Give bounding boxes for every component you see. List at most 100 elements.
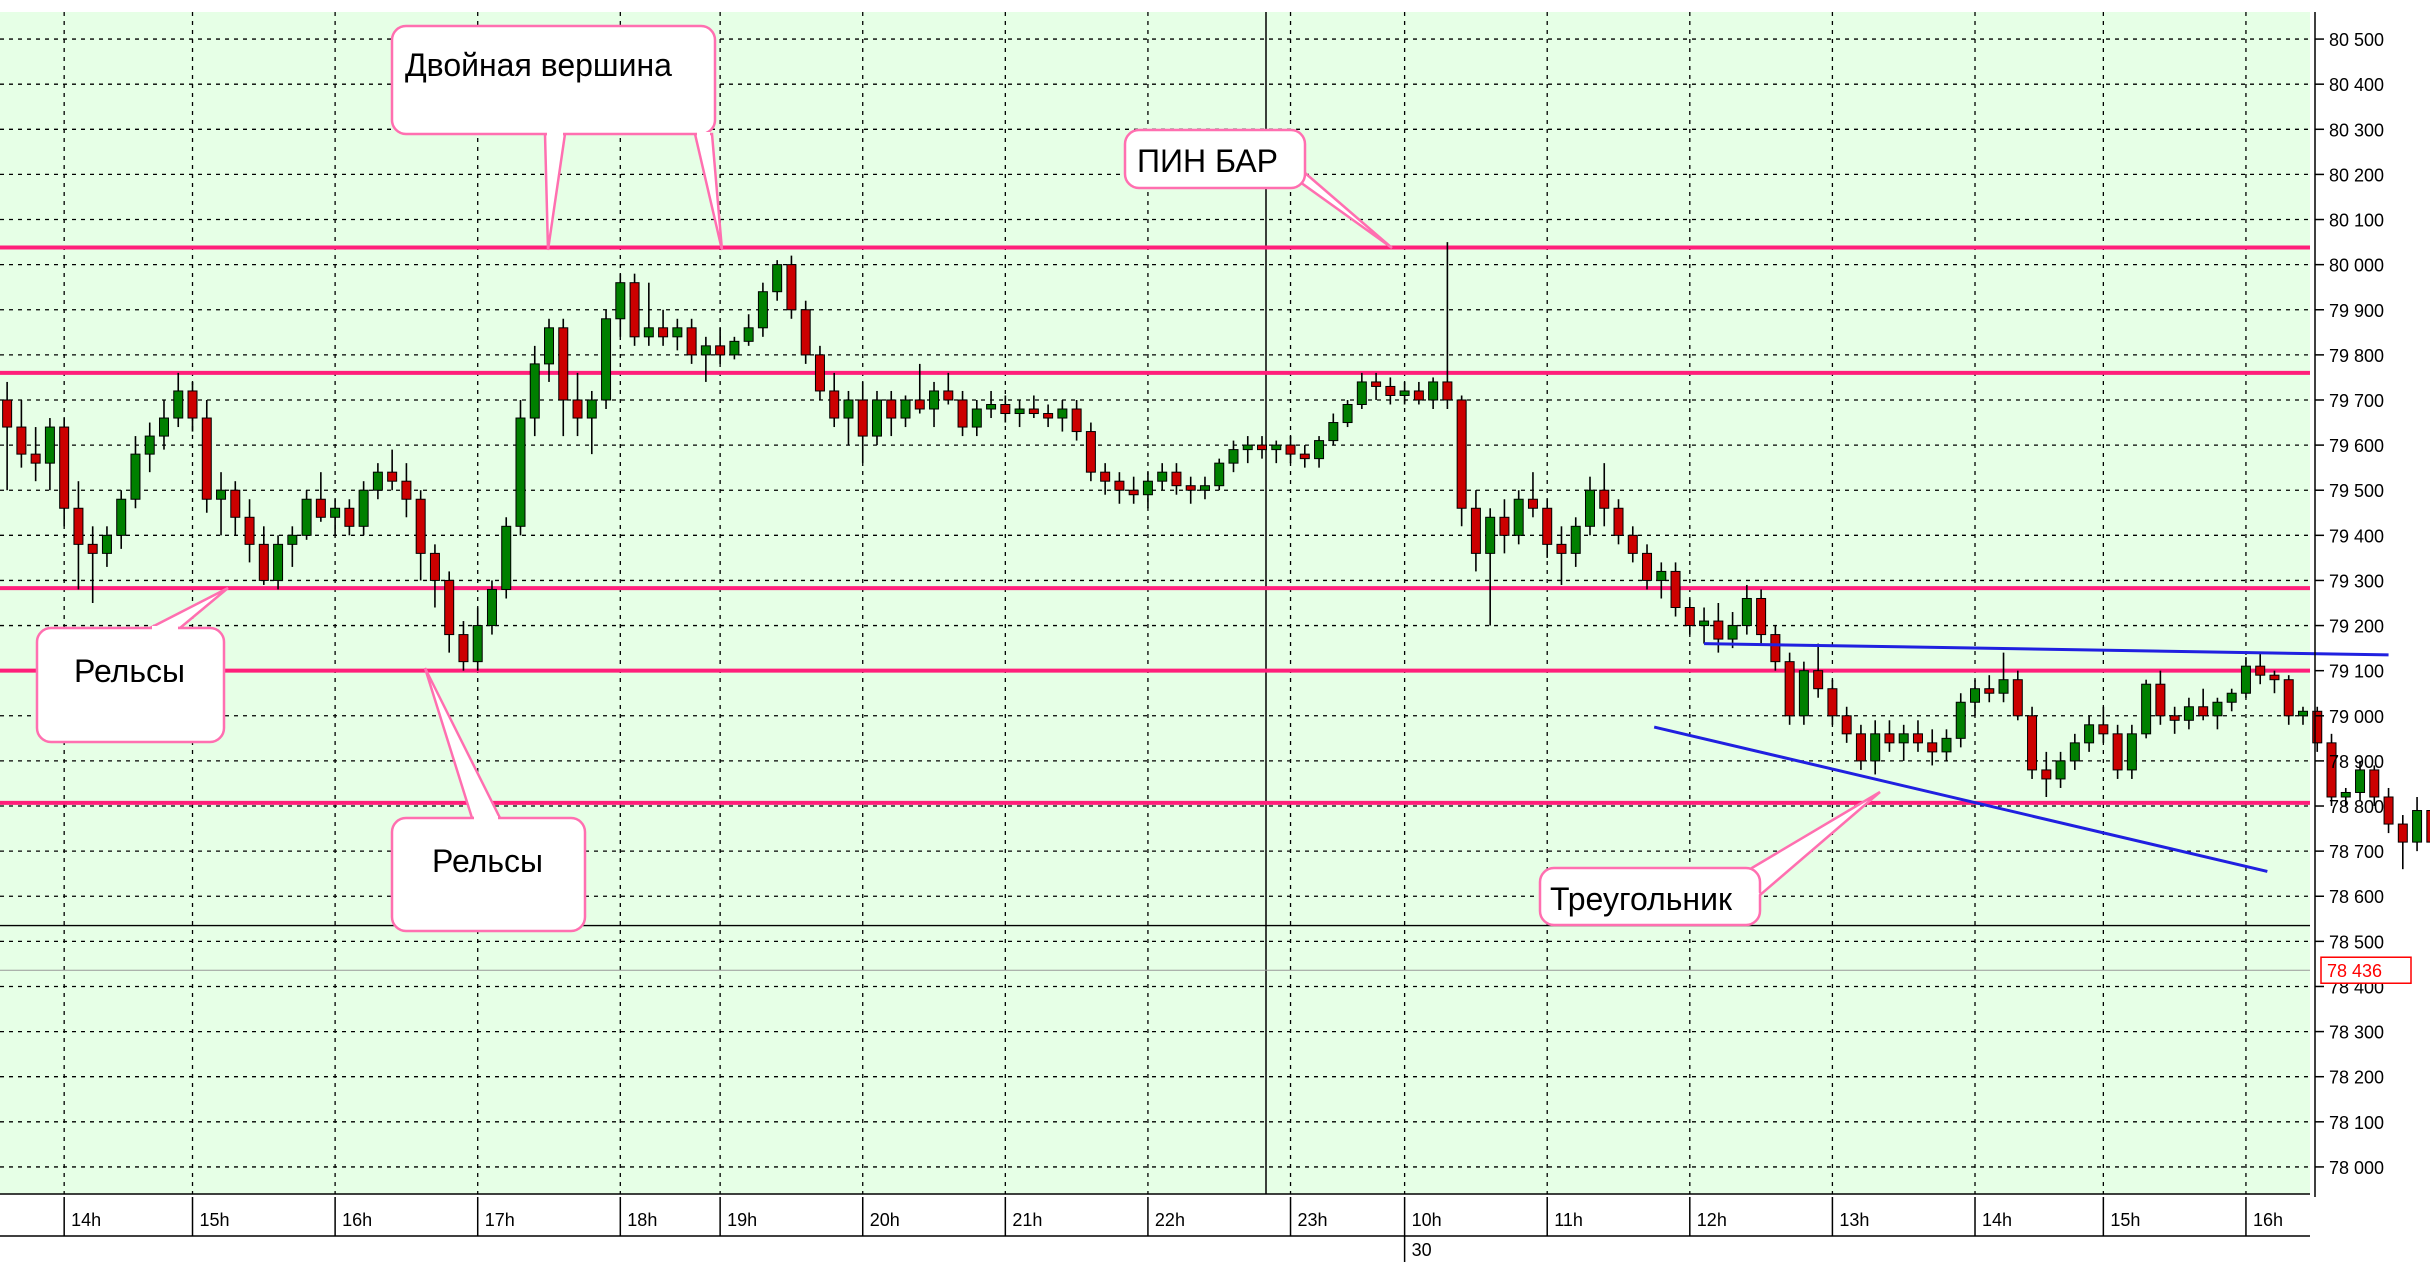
callout: Рельсы	[390, 667, 587, 933]
candle	[358, 481, 369, 536]
candle	[2126, 724, 2137, 779]
candle-body-bear	[1000, 403, 1011, 415]
candle-body-bull	[743, 327, 754, 342]
candle	[2412, 796, 2423, 852]
candle-body-bull	[2126, 733, 2137, 771]
candle	[1085, 422, 1096, 482]
candle	[1855, 724, 1866, 770]
date-marker-label: 30	[1412, 1240, 1432, 1260]
candle	[943, 372, 954, 405]
candle-body-bear	[1556, 543, 1567, 554]
candle	[643, 282, 654, 346]
candle-body-bear	[244, 516, 255, 545]
candle	[315, 472, 326, 522]
candle	[1399, 381, 1410, 405]
candle	[1171, 463, 1182, 495]
candle-body-bear	[2283, 679, 2294, 717]
candle	[1827, 679, 1838, 725]
candle	[1128, 476, 1139, 504]
candle-body-bull	[1214, 462, 1225, 487]
candle	[1485, 508, 1496, 626]
candle-body-bull	[1342, 403, 1353, 424]
candle-body-bear	[2155, 683, 2166, 717]
candle-body-bull	[1998, 679, 2009, 694]
x-tick-label: 18h	[627, 1210, 657, 1230]
candle-body-bear	[2326, 742, 2337, 798]
candle	[1756, 589, 1767, 644]
candle-body-bear	[1613, 507, 1624, 536]
horizontal-levels	[0, 245, 2310, 971]
candle	[1684, 598, 1695, 635]
candle-body-bear	[1470, 507, 1481, 554]
candle	[886, 390, 897, 437]
x-tick-label: 22h	[1155, 1210, 1185, 1230]
x-tick-label: 17h	[485, 1210, 515, 1230]
candle	[757, 282, 768, 337]
callout: Рельсы	[35, 586, 229, 744]
candle-body-bear	[2369, 769, 2380, 798]
candle	[2012, 670, 2023, 721]
candle	[59, 418, 70, 527]
y-tick-label: 79 900	[2329, 301, 2384, 321]
x-tick-label: 23h	[1298, 1210, 1328, 1230]
candle	[1912, 720, 1923, 752]
candle-body-bear	[73, 507, 84, 545]
candle-body-bear	[1299, 453, 1310, 460]
candle-body-bear	[629, 282, 640, 338]
candle	[1413, 381, 1424, 405]
candle	[1228, 440, 1239, 473]
candle-body-bull	[529, 363, 540, 419]
candle	[1798, 661, 1809, 725]
candle-body-bull	[1656, 570, 1667, 581]
candle-body-bear	[1071, 408, 1082, 433]
candle	[2426, 810, 2430, 843]
candle-body-bull	[772, 264, 783, 293]
candle-body-bull	[1399, 390, 1410, 396]
y-tick-label: 78 300	[2329, 1023, 2384, 1043]
callout-pointer-join	[1290, 159, 1300, 183]
candle	[1342, 399, 1353, 428]
candle	[1527, 472, 1538, 518]
candle	[986, 390, 997, 419]
y-tick-label: 78 100	[2329, 1113, 2384, 1133]
candle-body-bull	[486, 588, 497, 627]
candle-body-bull	[971, 408, 982, 428]
candle	[1328, 413, 1339, 446]
y-tick-label: 80 000	[2329, 256, 2384, 276]
candle	[216, 472, 227, 536]
candle	[1057, 399, 1068, 432]
candle-body-bull	[101, 534, 112, 554]
candle-body-bear	[1713, 620, 1724, 640]
candle-body-bear	[2098, 724, 2109, 735]
x-tick-label: 21h	[1012, 1210, 1042, 1230]
candle	[1071, 399, 1082, 441]
y-tick-label: 79 100	[2329, 662, 2384, 682]
candle-body-bear	[2169, 715, 2180, 721]
candle	[2297, 706, 2308, 725]
trend-lines	[1653, 642, 2389, 873]
candle-body-bull	[116, 498, 127, 536]
y-tick-label: 80 500	[2329, 30, 2384, 50]
candle-body-bear	[1257, 444, 1268, 451]
candle	[1257, 436, 1268, 459]
candle	[444, 571, 455, 653]
callout-label: Двойная вершина	[405, 47, 672, 83]
candle-body-bear	[1627, 534, 1638, 554]
candle-body-bear	[187, 390, 198, 419]
candle	[629, 273, 640, 346]
candle-body-bear	[1442, 381, 1453, 401]
candle	[201, 399, 212, 513]
candle-body-bull	[144, 435, 155, 455]
candle	[843, 390, 854, 446]
candle-body-bear	[914, 399, 925, 410]
candle-body-bear	[2027, 715, 2038, 771]
candle	[1114, 472, 1125, 504]
candle-body-bull	[1955, 701, 1966, 739]
candle-body-bear	[1841, 715, 1852, 735]
candle	[1499, 499, 1510, 554]
candle	[2355, 760, 2366, 802]
candle	[1199, 476, 1210, 500]
callout-label: Треугольник	[1550, 881, 1733, 917]
x-tick-label: 10h	[1412, 1210, 1442, 1230]
candle	[1014, 399, 1025, 428]
